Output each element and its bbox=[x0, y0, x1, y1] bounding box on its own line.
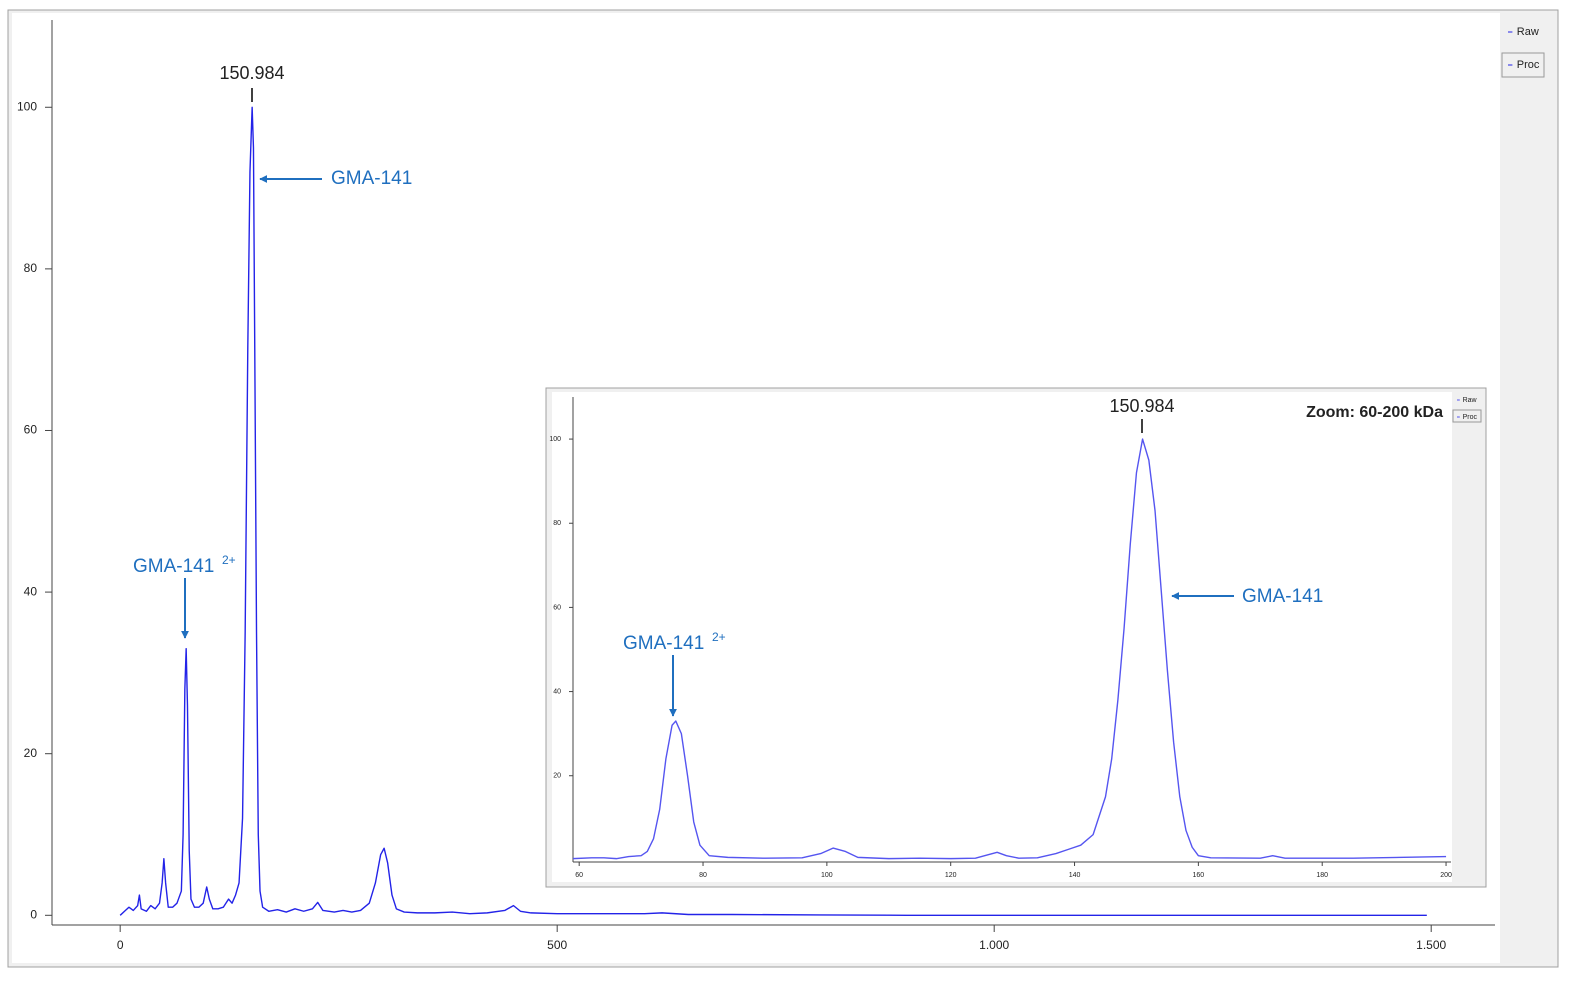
y-tick-label: 80 bbox=[24, 261, 38, 275]
annotation-label: GMA-141 bbox=[133, 556, 214, 577]
legend-selection bbox=[1501, 52, 1545, 78]
y-tick-label: 40 bbox=[24, 584, 38, 598]
x-tick-label: 60 bbox=[575, 872, 583, 879]
y-tick-label: 100 bbox=[549, 436, 561, 443]
y-tick-label: 60 bbox=[553, 604, 561, 611]
annotation-sup: 2+ bbox=[222, 553, 236, 567]
legend-label: Raw bbox=[1517, 26, 1539, 38]
x-tick-label: 140 bbox=[1069, 872, 1081, 879]
y-tick-label: 20 bbox=[24, 746, 38, 760]
y-tick-label: 100 bbox=[17, 99, 37, 113]
annotation-label: GMA-141 bbox=[1242, 586, 1323, 607]
annotation-sup: 2+ bbox=[712, 630, 726, 644]
peak-label: 150.984 bbox=[1109, 396, 1174, 416]
annotation-label: GMA-141 bbox=[331, 168, 412, 189]
legend-label: Proc bbox=[1463, 414, 1478, 421]
x-tick-label: 1.000 bbox=[979, 938, 1009, 952]
y-tick-label: 80 bbox=[553, 520, 561, 527]
y-tick-label: 40 bbox=[553, 688, 561, 695]
spectrum-line bbox=[572, 438, 1447, 860]
x-tick-label: 200 bbox=[1440, 872, 1452, 879]
x-tick-label: 500 bbox=[547, 938, 567, 952]
spectrum-line bbox=[119, 106, 1427, 916]
peak-label: 150.984 bbox=[219, 63, 284, 83]
y-tick-label: 0 bbox=[30, 907, 37, 921]
inset-title: Zoom: 60-200 kDa bbox=[1306, 404, 1443, 421]
x-tick-label: 120 bbox=[945, 872, 957, 879]
y-tick-label: 20 bbox=[553, 773, 561, 780]
inset-legend-selection bbox=[1452, 409, 1482, 423]
x-tick-label: 80 bbox=[699, 872, 707, 879]
x-tick-label: 0 bbox=[117, 938, 124, 952]
legend-label: Raw bbox=[1463, 397, 1478, 404]
annotation-label: GMA-141 bbox=[623, 633, 704, 654]
x-tick-label: 160 bbox=[1193, 872, 1205, 879]
y-tick-label: 60 bbox=[24, 423, 38, 437]
x-tick-label: 180 bbox=[1316, 872, 1328, 879]
inset-plot-bg bbox=[552, 392, 1452, 882]
x-tick-label: 1.500 bbox=[1416, 938, 1446, 952]
legend-label: Proc bbox=[1517, 59, 1540, 71]
x-tick-label: 100 bbox=[821, 872, 833, 879]
